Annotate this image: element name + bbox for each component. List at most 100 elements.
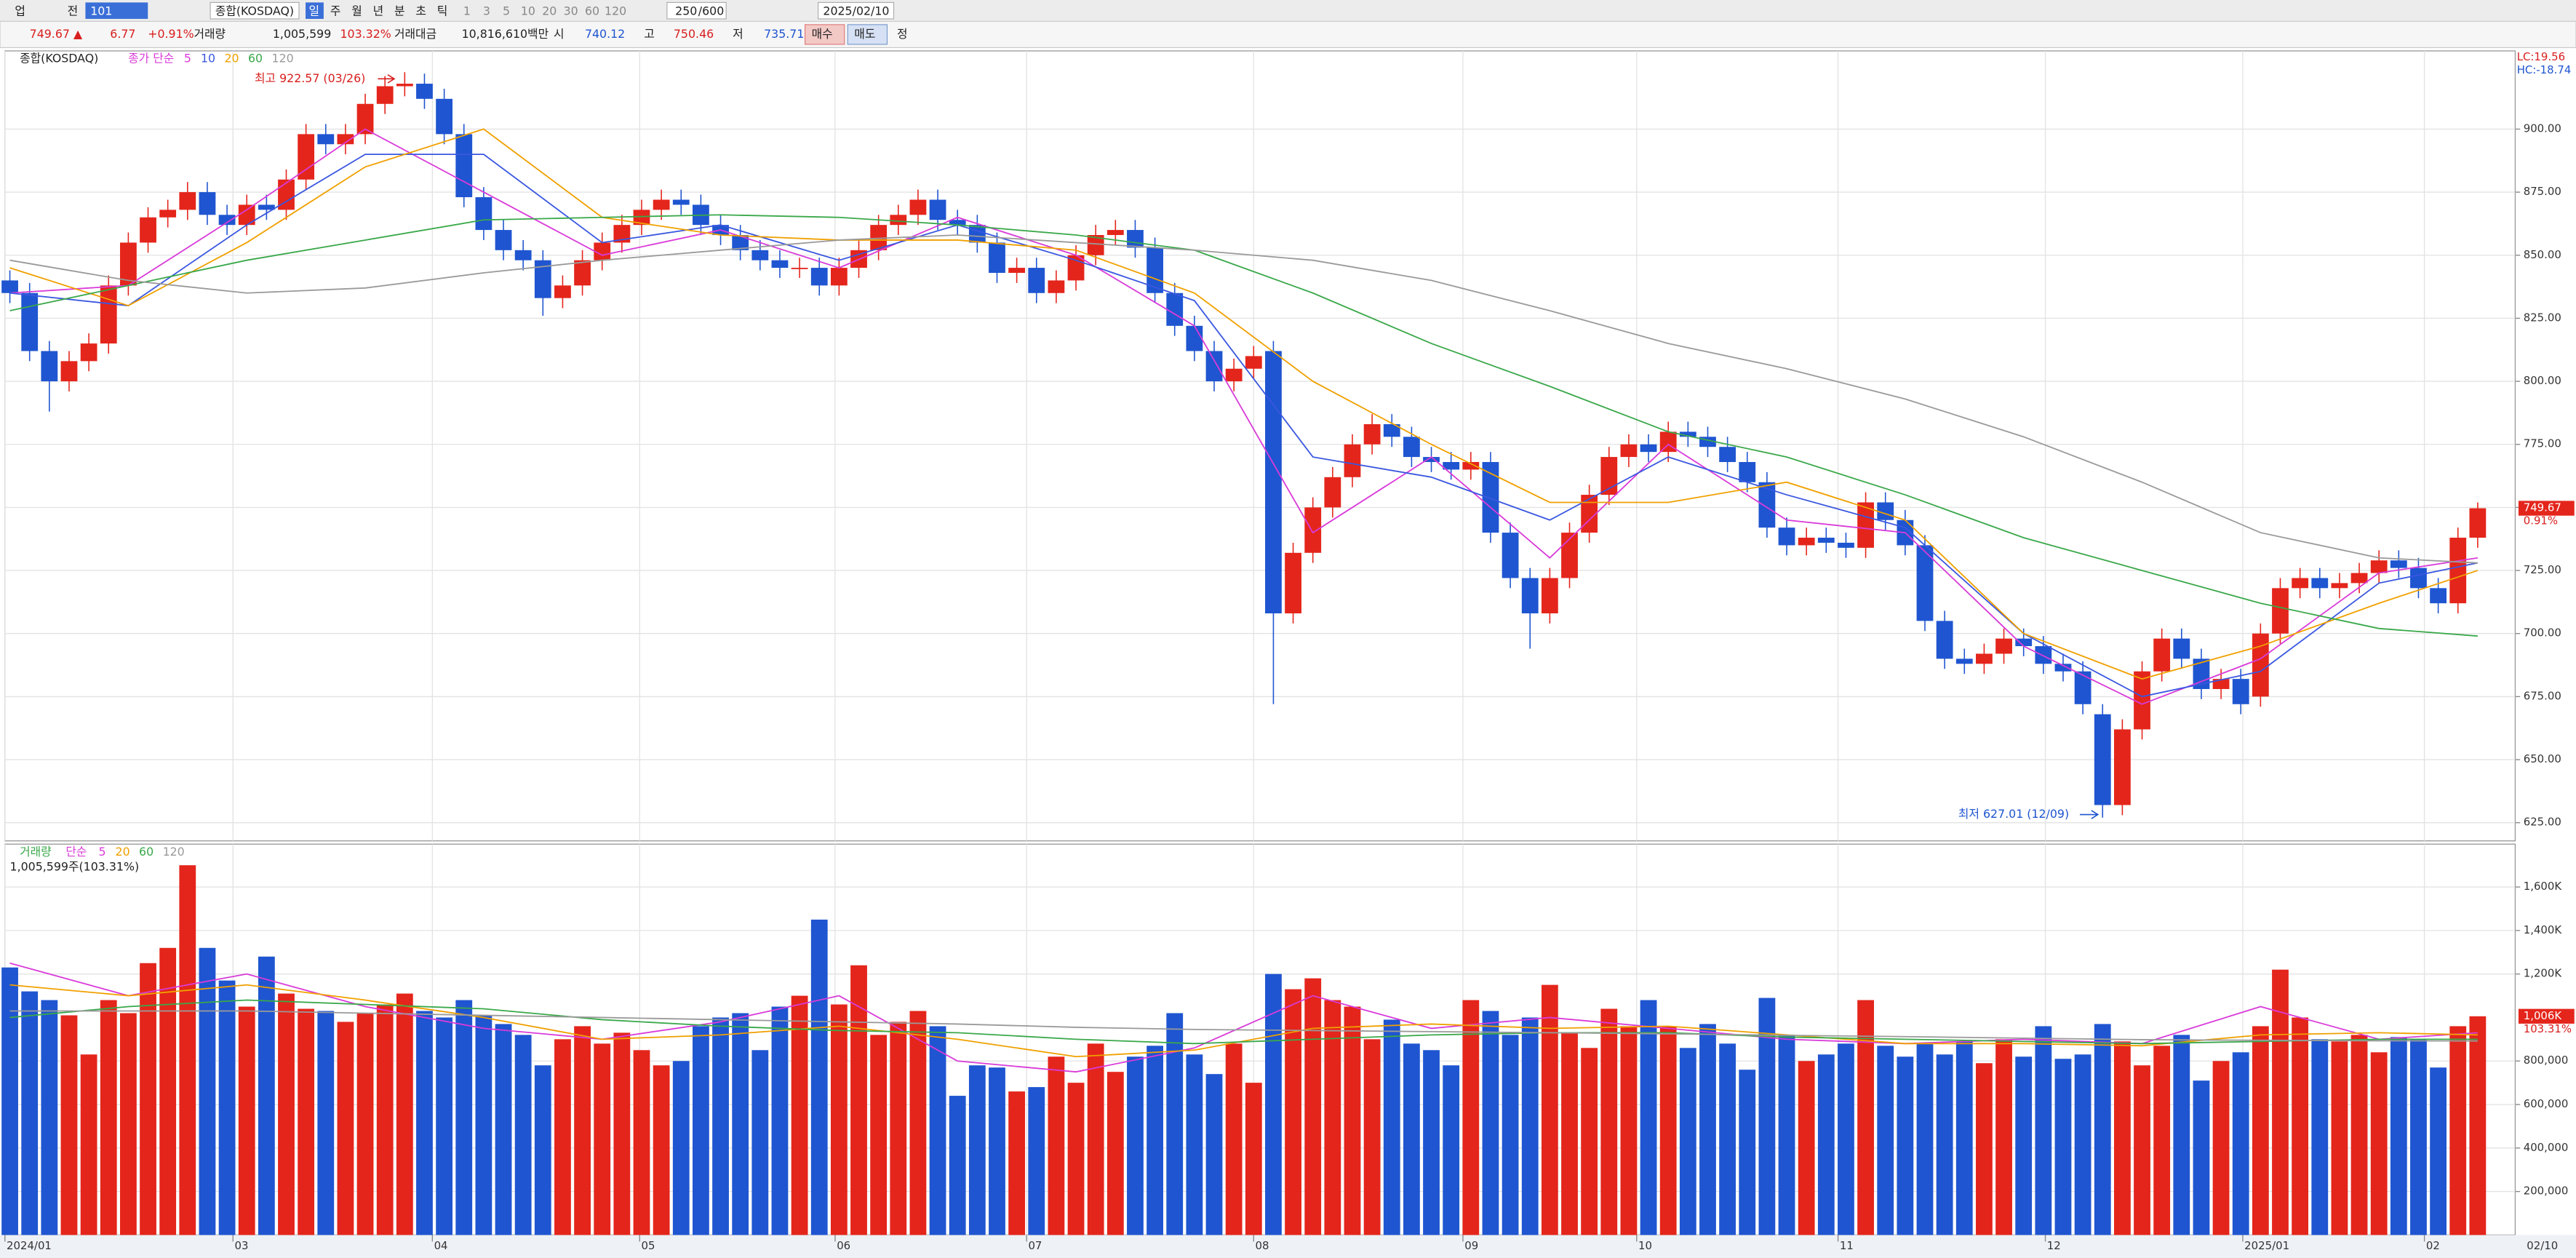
- period-button[interactable]: 틱: [437, 4, 448, 17]
- candle-body: [653, 199, 670, 210]
- volume-bar: [100, 1000, 117, 1235]
- count-box[interactable]: [666, 1, 727, 20]
- y-tick-label: 1,600K: [2524, 880, 2563, 893]
- volume-bar: [1916, 1043, 1934, 1235]
- buy-text[interactable]: 매수: [812, 27, 833, 41]
- candle-body: [2173, 638, 2190, 659]
- candle-body: [179, 192, 196, 210]
- corner-label: HC:-18.74: [2517, 63, 2572, 76]
- candle-body: [2193, 658, 2210, 689]
- volume-bar: [2410, 1039, 2427, 1235]
- info-label: 고: [644, 27, 655, 41]
- volume-bar: [1383, 1019, 1400, 1235]
- x-tick-label: 03: [234, 1239, 248, 1252]
- moving-average: [9, 234, 2478, 564]
- last-value-box: [2518, 1008, 2575, 1024]
- candle-body: [1600, 457, 1618, 495]
- candle-body: [1166, 292, 1184, 326]
- period-button[interactable]: 년: [373, 4, 384, 17]
- interval-button[interactable]: 1: [463, 4, 471, 17]
- interval-button[interactable]: 20: [542, 4, 557, 17]
- volume-bar: [989, 1067, 1005, 1235]
- volume-bar: [179, 865, 196, 1235]
- candle-body: [278, 179, 295, 210]
- name-text[interactable]: 종합(KOSDAQ): [215, 4, 294, 17]
- candle-body: [554, 285, 571, 298]
- date-text[interactable]: 2025/02/10: [823, 4, 889, 17]
- candle-body: [218, 215, 236, 226]
- candle-body: [672, 199, 690, 205]
- candle-body: [337, 134, 354, 145]
- name-box[interactable]: [210, 1, 300, 20]
- sell-button[interactable]: [847, 24, 888, 45]
- interval-button[interactable]: 3: [483, 4, 490, 17]
- toolbar-text[interactable]: 전: [68, 4, 79, 17]
- period-button[interactable]: 초: [415, 4, 426, 17]
- volume-bar: [1166, 1013, 1184, 1235]
- candle-body: [929, 199, 946, 220]
- volume-bar: [1897, 1056, 1914, 1235]
- interval-button[interactable]: 120: [605, 4, 626, 17]
- last-change-label: 0.91%: [2524, 514, 2558, 528]
- info-label: 거래량: [194, 27, 226, 41]
- sell-text[interactable]: 매도: [854, 27, 875, 41]
- volume-bar: [119, 1013, 137, 1235]
- interval-button[interactable]: 30: [564, 4, 578, 17]
- volume-bar: [1877, 1046, 1894, 1235]
- candle-body: [396, 84, 413, 87]
- legend-entry: 20: [116, 845, 130, 859]
- volume-bar: [495, 1024, 512, 1235]
- info-label: 저: [733, 27, 743, 41]
- volume-bar: [475, 1015, 493, 1235]
- candle-body: [1106, 230, 1124, 236]
- y-tick-label: 800,000: [2524, 1054, 2569, 1067]
- change: 6.77: [110, 27, 135, 41]
- volume-bar: [1719, 1043, 1736, 1235]
- x-tick-label: 07: [1028, 1239, 1042, 1252]
- candle-body: [1916, 545, 1934, 621]
- volume-bar: [771, 1006, 789, 1235]
- candle-body: [1028, 268, 1045, 293]
- candle-body: [2015, 638, 2033, 647]
- period-button[interactable]: 월: [351, 4, 362, 17]
- info-value: 103.32%: [340, 27, 391, 41]
- mark-layer: 5 10 20 60 120 5 20 60 120: [1, 52, 2487, 1235]
- candle-body: [791, 268, 808, 269]
- interval-button[interactable]: 5: [503, 4, 510, 17]
- volume-bar: [1324, 1000, 1341, 1235]
- toolbar-text[interactable]: 정: [897, 27, 908, 41]
- volume-bar: [554, 1039, 571, 1235]
- buy-button[interactable]: [804, 24, 845, 45]
- volume-bar: [594, 1043, 611, 1235]
- candle-body: [199, 192, 216, 215]
- period-button[interactable]: 주: [330, 4, 341, 17]
- period-button[interactable]: 분: [394, 4, 405, 17]
- legend-entry: 120: [163, 845, 185, 859]
- count-text[interactable]: 250: [675, 4, 697, 17]
- code-text[interactable]: 101: [90, 4, 112, 17]
- code-box[interactable]: [85, 2, 148, 19]
- candle-body: [436, 98, 453, 135]
- date-box[interactable]: [818, 1, 895, 20]
- y-tick-label: 600,000: [2524, 1097, 2569, 1110]
- volume-bar: [1739, 1070, 1756, 1235]
- volume-bar: [416, 1011, 433, 1235]
- interval-button[interactable]: 10: [521, 4, 535, 17]
- candle-body: [376, 86, 394, 104]
- period-active[interactable]: [306, 2, 324, 19]
- y-tick-label: 200,000: [2524, 1185, 2569, 1198]
- interval-button[interactable]: 60: [585, 4, 599, 17]
- candle-body: [1265, 351, 1282, 613]
- volume-bar: [1936, 1054, 1953, 1235]
- candle-body: [1324, 477, 1341, 508]
- x-tick-label: 2024/01: [7, 1239, 52, 1252]
- candle-body: [1778, 528, 1795, 546]
- volume-bar: [693, 1026, 709, 1235]
- period-button[interactable]: 일: [309, 4, 320, 17]
- candle-body: [2113, 729, 2131, 805]
- candle-body: [1008, 268, 1026, 274]
- candle-body: [989, 242, 1005, 274]
- candle-body: [1659, 431, 1677, 453]
- toolbar-text[interactable]: 업: [15, 4, 25, 17]
